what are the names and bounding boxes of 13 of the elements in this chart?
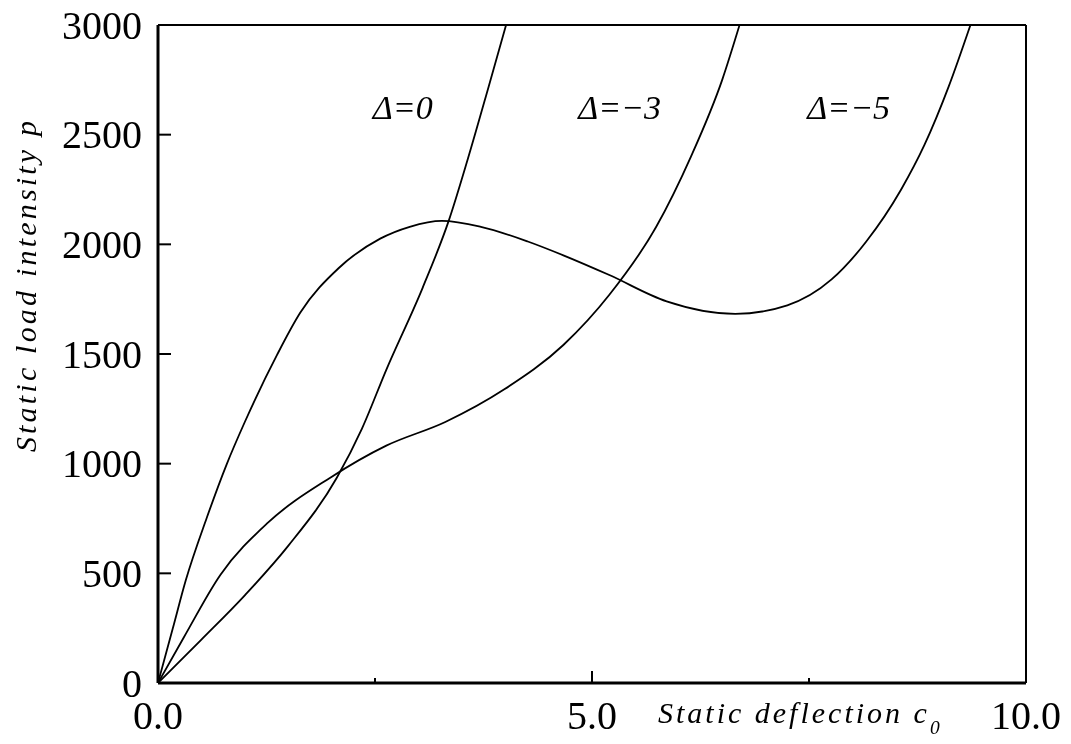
y-axis-title: Static load intensity p	[8, 117, 42, 453]
x-tick-label: 10.0	[991, 693, 1061, 738]
y-tick-label: 2000	[62, 221, 142, 267]
series-label: Δ=−5	[805, 88, 891, 126]
series-label: Δ=−3	[576, 88, 662, 126]
series-label: Δ=0	[370, 88, 433, 126]
y-tick-label: 500	[82, 550, 142, 596]
y-tick-label: 1000	[62, 441, 142, 487]
x-tick-label: 5.0	[567, 693, 617, 738]
x-axis-title: Static deflection c$_{0}$	[657, 696, 943, 738]
y-tick-label: 3000	[62, 2, 142, 48]
y-tick-label: 2500	[62, 112, 142, 158]
y-tick-label: 1500	[62, 331, 142, 377]
